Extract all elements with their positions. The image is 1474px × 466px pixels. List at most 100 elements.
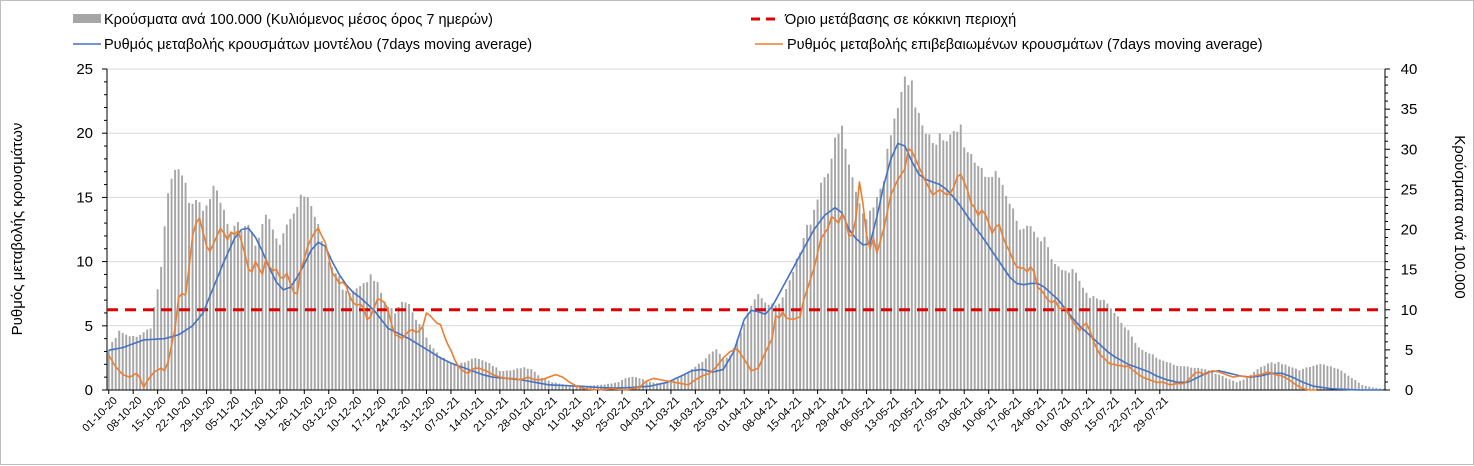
bar	[1357, 382, 1360, 390]
bar	[565, 384, 568, 390]
bar	[924, 133, 927, 390]
bar	[1343, 373, 1346, 390]
bar	[446, 361, 449, 390]
bar	[383, 301, 386, 390]
bar	[732, 347, 735, 390]
bar	[722, 359, 725, 390]
bar	[174, 169, 177, 390]
bar	[533, 371, 536, 390]
bar	[229, 233, 232, 390]
bar	[882, 181, 885, 390]
bar	[690, 369, 693, 390]
bar	[739, 332, 742, 390]
bar	[889, 135, 892, 390]
bar	[118, 330, 121, 390]
bar	[994, 171, 997, 390]
bar	[635, 377, 637, 390]
bar	[1204, 369, 1207, 390]
bar	[806, 224, 809, 390]
left-axis-tick-label: 10	[76, 254, 93, 271]
left-axis-tick-label: 15	[76, 189, 93, 206]
bar	[1315, 364, 1318, 390]
bar	[1274, 363, 1276, 390]
bar	[1061, 269, 1063, 390]
bar	[802, 238, 805, 390]
legend-label-confirmed: Ρυθμός μεταβολής επιβεβαιωμένων κρουσμάτ…	[787, 37, 1263, 53]
bar	[568, 385, 571, 390]
right-axis-tick-label: 35	[1401, 101, 1418, 118]
bar	[1036, 237, 1039, 390]
bar	[345, 290, 348, 390]
bar	[645, 380, 648, 390]
bar	[439, 356, 442, 390]
bar	[1235, 382, 1238, 390]
bar	[261, 224, 264, 390]
bar	[456, 365, 459, 390]
bar	[495, 367, 498, 390]
bar	[376, 282, 379, 390]
left-axis-tick-label: 5	[85, 318, 93, 335]
bar	[1050, 259, 1053, 390]
bar	[362, 283, 365, 390]
bar	[292, 213, 295, 390]
bar	[170, 178, 173, 390]
bar	[816, 199, 819, 390]
bar	[935, 144, 938, 390]
bar	[781, 297, 784, 390]
bar	[1371, 387, 1374, 390]
bar	[827, 173, 830, 390]
bar	[153, 307, 156, 390]
bar	[725, 357, 728, 390]
right-axis-tick-label: 30	[1401, 141, 1418, 158]
bar	[1040, 241, 1043, 390]
bar	[715, 349, 718, 390]
bar	[1029, 226, 1032, 390]
bar	[1333, 367, 1336, 390]
bar	[1267, 363, 1269, 390]
bar	[526, 368, 529, 390]
bar	[418, 324, 421, 390]
bar	[1085, 292, 1088, 390]
bar	[1047, 247, 1050, 390]
bar	[278, 244, 281, 390]
bar	[945, 141, 948, 390]
bar	[530, 369, 533, 390]
bar	[1246, 378, 1249, 390]
bar	[341, 289, 344, 390]
bar	[963, 147, 966, 390]
bar	[1305, 367, 1308, 390]
bar	[422, 327, 424, 390]
bar	[1026, 225, 1029, 390]
bar	[366, 282, 369, 390]
bar	[551, 382, 554, 390]
bar	[460, 362, 463, 390]
bar	[1340, 370, 1343, 390]
bar	[1291, 367, 1294, 390]
bar	[498, 370, 501, 390]
bar	[771, 303, 774, 390]
bar	[1123, 327, 1126, 390]
bar	[952, 131, 955, 390]
legend-label-model: Ρυθμός μεταβολής κρουσμάτων μοντέλου (7d…	[104, 37, 532, 53]
bar	[436, 352, 438, 390]
bar	[1263, 365, 1266, 390]
bar	[708, 354, 711, 390]
bar	[477, 358, 480, 390]
bar	[837, 133, 840, 390]
bar	[306, 197, 309, 390]
bar	[1281, 364, 1283, 390]
bar	[1019, 229, 1022, 390]
bar	[467, 360, 470, 390]
bar	[558, 383, 561, 390]
model-line	[108, 142, 1384, 391]
bar	[275, 238, 278, 390]
bar	[1256, 369, 1259, 390]
bar	[463, 362, 466, 390]
bar	[1218, 374, 1221, 390]
bar	[1095, 298, 1098, 390]
bar	[425, 337, 428, 390]
bar	[1001, 184, 1004, 390]
bar	[139, 334, 142, 390]
bar	[736, 339, 739, 390]
right-axis-tick-label: 5	[1405, 342, 1413, 359]
